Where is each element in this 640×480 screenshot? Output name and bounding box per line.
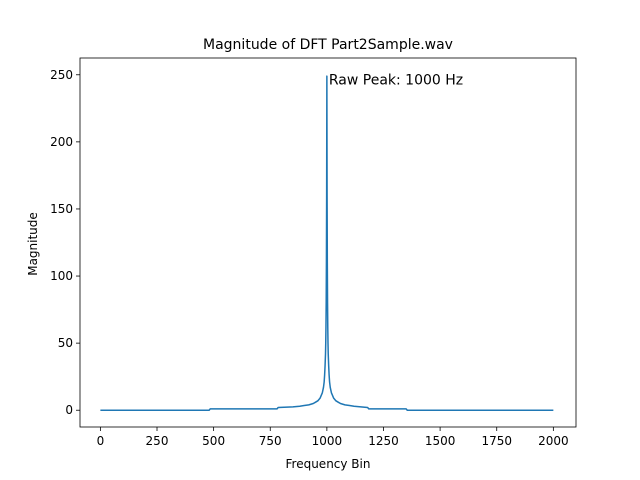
x-tick-label: 250 bbox=[146, 434, 169, 448]
chart-title: Magnitude of DFT Part2Sample.wav bbox=[203, 37, 453, 53]
x-tick-label: 1750 bbox=[481, 434, 512, 448]
x-tick-label: 1500 bbox=[425, 434, 456, 448]
y-axis-label: Magnitude bbox=[26, 212, 40, 276]
x-tick-label: 1250 bbox=[368, 434, 399, 448]
x-tick-label: 500 bbox=[202, 434, 225, 448]
y-tick-label: 250 bbox=[50, 68, 73, 82]
plot-area bbox=[79, 57, 577, 428]
y-tick-label: 50 bbox=[58, 336, 73, 350]
peak-annotation: Raw Peak: 1000 Hz bbox=[329, 72, 463, 88]
x-axis-ticks: 0 250 500 750 1000 1250 1500 1750 2000 bbox=[97, 427, 569, 448]
x-tick-label: 0 bbox=[97, 434, 105, 448]
y-axis-ticks: 0 50 100 150 200 250 bbox=[50, 68, 80, 417]
y-tick-label: 0 bbox=[65, 403, 73, 417]
x-tick-label: 750 bbox=[259, 434, 282, 448]
x-tick-label: 1000 bbox=[312, 434, 343, 448]
y-tick-label: 150 bbox=[50, 202, 73, 216]
axes-frame bbox=[79, 57, 577, 428]
x-tick-label: 2000 bbox=[538, 434, 569, 448]
y-tick-label: 100 bbox=[50, 269, 73, 283]
x-axis-label: Frequency Bin bbox=[286, 457, 371, 471]
series-line-0 bbox=[100, 75, 554, 411]
y-tick-label: 200 bbox=[50, 135, 73, 149]
